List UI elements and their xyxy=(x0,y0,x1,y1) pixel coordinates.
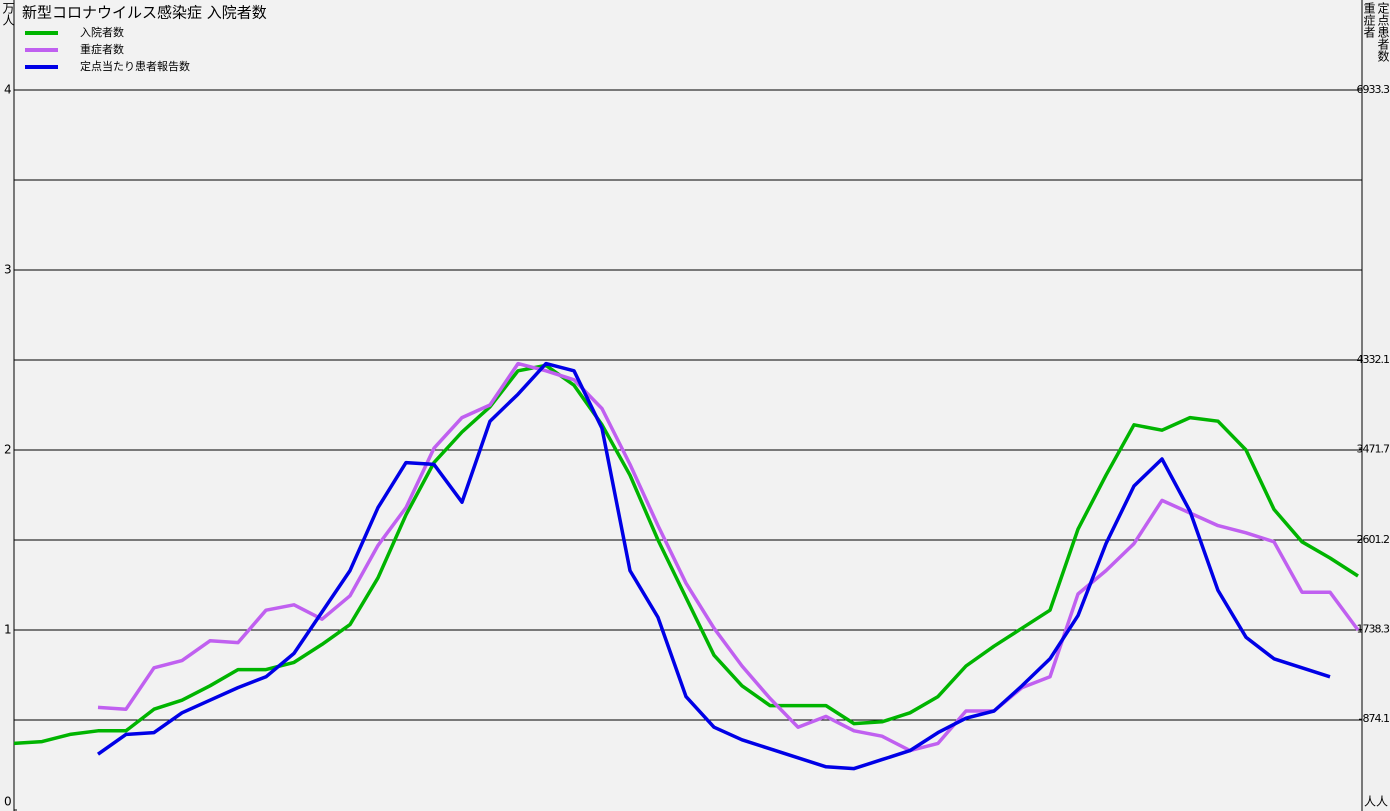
series-line xyxy=(13,363,1359,746)
y2-tick-label: 4332.1 xyxy=(1357,353,1390,366)
bottom-unit: 人人 xyxy=(1364,795,1388,809)
series-line xyxy=(97,361,1360,753)
series-line xyxy=(96,361,1331,771)
y-tick-label: 2 xyxy=(4,443,12,457)
y2-axis-unit: 重症者 xyxy=(1362,2,1376,39)
legend-label: 入院者数 xyxy=(80,25,124,39)
y-tick-label: 0 xyxy=(4,795,12,809)
y-axis-unit: 万人 xyxy=(1,2,15,26)
y2-axis-unit: 定点患者数 xyxy=(1376,1,1390,63)
y2-tick-label: 3471.7 xyxy=(1357,442,1390,455)
y-tick-label: 4 xyxy=(4,83,12,97)
y2-tick-label: 874.1 xyxy=(1363,712,1390,725)
y-tick-label: 3 xyxy=(4,263,12,277)
plot-background xyxy=(14,0,1362,811)
legend-label: 重症者数 xyxy=(80,42,124,56)
legend-label: 定点当たり患者報告数 xyxy=(80,59,190,73)
y2-tick-label: 1738.3 xyxy=(1357,622,1390,635)
y2-tick-label: 6933.3 xyxy=(1357,83,1390,96)
y-tick-label: 1 xyxy=(4,623,12,637)
chart-title: 新型コロナウイルス感染症 入院者数 xyxy=(22,4,267,22)
y2-tick-label: 2601.2 xyxy=(1357,533,1390,546)
